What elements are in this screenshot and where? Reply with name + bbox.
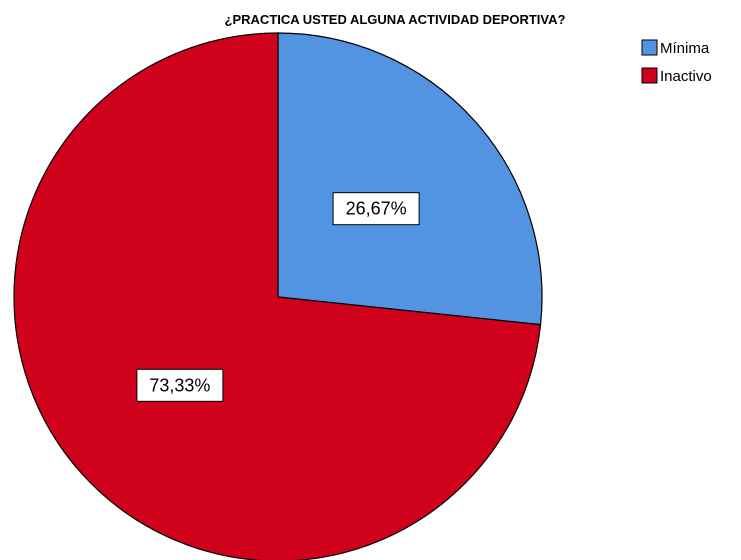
legend-label-minima: Mínima xyxy=(660,40,710,57)
data-labels: 26,67% 73,33% xyxy=(136,192,420,402)
data-label-box-0 xyxy=(332,192,420,226)
legend-label-inactivo: Inactivo xyxy=(660,68,712,85)
pie-slice-inactivo xyxy=(13,32,542,560)
pie-slices xyxy=(13,32,543,560)
legend: Mínima Inactivo xyxy=(641,39,712,85)
legend-swatch-inactivo xyxy=(641,67,658,84)
legend-swatch-minima xyxy=(641,39,658,56)
pie-slice-minima xyxy=(277,32,543,326)
data-label-1: 73,33% xyxy=(149,375,210,395)
data-label-box-1 xyxy=(136,368,224,402)
data-label-0: 26,67% xyxy=(346,199,407,219)
chart-title: ¿PRACTICA USTED ALGUNA ACTIVIDAD DEPORTI… xyxy=(225,12,566,27)
